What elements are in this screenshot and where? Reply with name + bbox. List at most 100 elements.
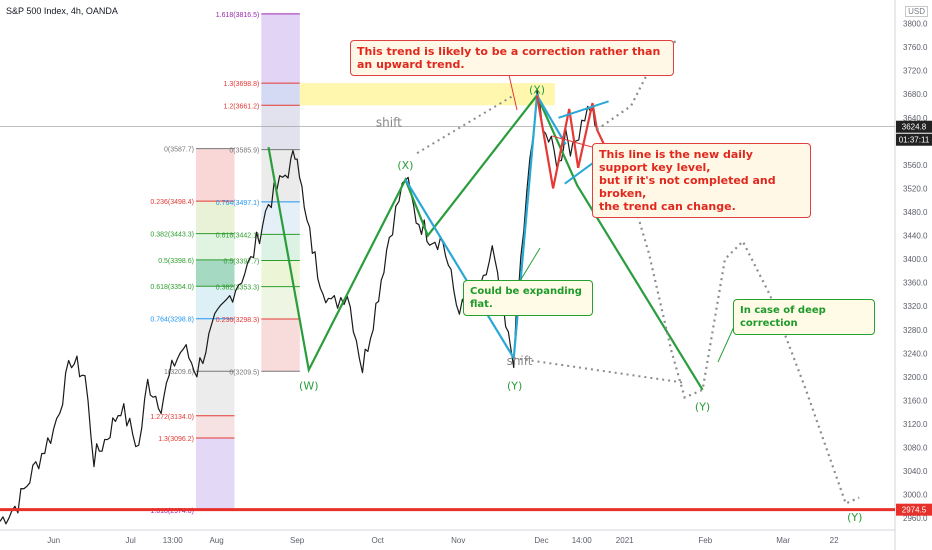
wave-label: (X) [397, 159, 413, 172]
note-top: This trend is likely to be a correction … [350, 40, 674, 76]
y-tick-label: 3560.0 [903, 161, 928, 170]
fib-left-label: 0(3587.7) [164, 147, 194, 154]
symbol-title: S&P 500 Index, 4h, OANDA [6, 6, 118, 16]
x-tick-label: 2021 [616, 536, 634, 545]
fib-left-label: 0.236(3498.4) [150, 199, 194, 206]
x-tick-label: 14:00 [572, 536, 593, 545]
fib-right-zone [261, 105, 300, 150]
x-tick-label: Nov [451, 536, 465, 545]
wave-label: (W) [299, 380, 318, 393]
x-tick-label: 22 [830, 536, 839, 545]
countdown-tag [896, 133, 932, 146]
current-price-label: 3624.8 [902, 123, 927, 132]
x-tick-label: Aug [209, 536, 223, 545]
wave-label: (Y) [847, 511, 862, 524]
fib-right-label: 0(3209.5) [229, 369, 259, 376]
fib-right-zone [261, 13, 300, 84]
fib-left-label: 0.5(3398.6) [158, 258, 194, 265]
note-support-line-2: but if it's not completed and broken, [599, 174, 776, 200]
fib-right-label: 1.618(3816.5) [216, 12, 260, 19]
fib-left-label: 1.618(2974.0) [150, 508, 194, 515]
channel-blue-line [558, 100, 609, 119]
y-tick-label: 3000.0 [903, 491, 928, 500]
fib-left-zone [196, 148, 235, 202]
support-price-tag [896, 503, 932, 516]
y-tick-label: 3440.0 [903, 232, 928, 241]
y-tick-label: 3120.0 [903, 420, 928, 429]
x-tick-label: Mar [776, 536, 790, 545]
x-tick-label: Sep [290, 536, 305, 545]
fib-right-label: 0.236(3298.3) [216, 317, 260, 324]
y-tick-label: 3480.0 [903, 208, 928, 217]
note-deep-correction: In case of deep correction [733, 299, 875, 335]
shift-label: shift [376, 116, 402, 130]
x-tick-label: Feb [698, 536, 712, 545]
y-tick-label: 3760.0 [903, 43, 928, 52]
y-tick-label: 3720.0 [903, 67, 928, 76]
fib-right-label: 0.5(3397.7) [224, 258, 260, 265]
y-tick-label: 3520.0 [903, 184, 928, 193]
shift-path-1 [416, 94, 515, 154]
x-tick-label: Dec [534, 536, 548, 545]
wave-label: (X) [529, 84, 545, 97]
fib-left-zone [196, 371, 235, 416]
fib-left-label: 1(3209.6) [164, 369, 194, 376]
y-tick-label: 2960.0 [903, 514, 928, 523]
fib-left-zone [196, 415, 235, 439]
note-support-line-1: This line is the new daily support key l… [599, 148, 753, 174]
fib-left-zone [196, 318, 235, 372]
y-tick-label: 3800.0 [903, 20, 928, 29]
y-tick-label: 3640.0 [903, 114, 928, 123]
currency-badge[interactable]: USD [905, 6, 928, 17]
y-tick-label: 3680.0 [903, 90, 928, 99]
y-tick-label: 3200.0 [903, 373, 928, 382]
shift-path-2 [513, 357, 685, 384]
note-support-line-3: the trend can change. [599, 200, 736, 213]
support-price-label: 2974.5 [902, 506, 927, 515]
target-zone [299, 83, 555, 106]
y-tick-label: 3240.0 [903, 349, 928, 358]
note-flat-pointer [519, 247, 541, 282]
fib-right-label: 1.2(3661.2) [224, 103, 260, 110]
wave-green-path [267, 93, 704, 391]
y-tick-label: 3360.0 [903, 279, 928, 288]
fib-left-label: 1.3(3096.2) [158, 436, 194, 443]
fib-left-zone [196, 233, 235, 260]
fib-left-zone [196, 201, 235, 234]
y-tick-label: 3400.0 [903, 255, 928, 264]
fib-left-zone [196, 438, 235, 510]
x-tick-label: Oct [371, 536, 384, 545]
note-support: This line is the new daily support key l… [592, 143, 811, 218]
fib-right-zone [261, 83, 300, 106]
y-tick-label: 3040.0 [903, 467, 928, 476]
y-tick-label: 3160.0 [903, 396, 928, 405]
fib-left-label: 0.618(3354.0) [150, 284, 194, 291]
fib-left-label: 1.272(3134.0) [150, 414, 194, 421]
wave-blue-path [404, 91, 567, 362]
y-tick-label: 3320.0 [903, 302, 928, 311]
fib-right-zone [261, 286, 300, 320]
fib-left-label: 0.764(3298.8) [150, 317, 194, 324]
y-tick-label: 3080.0 [903, 444, 928, 453]
wave-label: (Y) [507, 380, 522, 393]
fib-right-label: 1.3(3698.8) [224, 81, 260, 88]
x-tick-label: Jul [126, 536, 136, 545]
fib-right-zone [261, 234, 300, 261]
fib-left-label: 0.382(3443.3) [150, 232, 194, 239]
current-price-tag [896, 120, 932, 133]
x-tick-label: Jun [47, 536, 60, 545]
fib-right-label: 0.764(3497.1) [216, 200, 260, 207]
note-support-pointer [551, 135, 593, 148]
note-expanding-flat: Could be expanding flat. [463, 280, 593, 316]
projection-down-path [616, 146, 860, 505]
fib-left-zone [196, 259, 235, 287]
fib-right-label: 0.618(3442.1) [216, 232, 260, 239]
x-tick-label: 13:00 [163, 536, 184, 545]
fib-right-zone [261, 319, 300, 372]
y-tick-label: 3280.0 [903, 326, 928, 335]
countdown-label: 01:37:11 [899, 136, 930, 145]
fib-right-label: 0(3585.9) [229, 148, 259, 155]
price-axis [895, 0, 932, 550]
shift-label: shift [507, 354, 533, 368]
